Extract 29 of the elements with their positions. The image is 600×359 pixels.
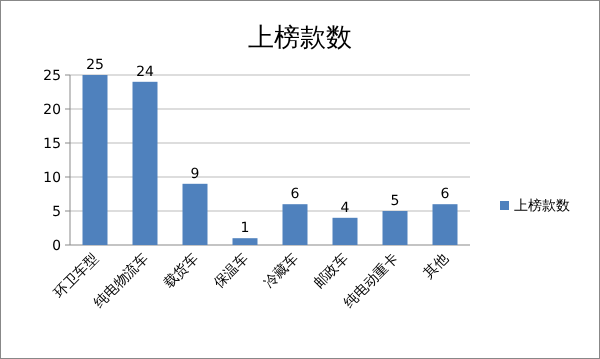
data-label: 1 [240, 220, 250, 236]
legend-label: 上榜款数 [514, 198, 570, 214]
data-label: 4 [340, 200, 350, 216]
y-tick-label: 0 [52, 238, 61, 254]
data-label: 24 [136, 64, 154, 80]
bar [432, 204, 458, 245]
y-tick-label: 25 [43, 68, 61, 84]
bar [382, 211, 408, 245]
chart-title: 上榜款数 [248, 23, 352, 53]
x-tick-label: 载货车 [160, 250, 202, 292]
bar [232, 238, 258, 245]
bar [132, 82, 158, 245]
y-tick-label: 15 [43, 136, 61, 152]
bar [182, 184, 208, 245]
data-label: 9 [190, 166, 200, 182]
x-tick-label: 冷藏车 [260, 250, 302, 292]
data-label: 5 [390, 193, 400, 209]
data-label: 6 [290, 186, 300, 202]
bar [332, 218, 358, 245]
y-tick-label: 5 [52, 204, 61, 220]
x-tick-label: 其他 [420, 250, 452, 282]
y-tick-label: 10 [43, 170, 61, 186]
data-label: 6 [440, 186, 450, 202]
data-label: 25 [86, 57, 104, 73]
y-tick-label: 20 [43, 102, 61, 118]
x-tick-label: 邮政车 [310, 250, 352, 292]
bar [82, 75, 108, 245]
bar [282, 204, 308, 245]
x-tick-label: 保温车 [210, 250, 252, 292]
